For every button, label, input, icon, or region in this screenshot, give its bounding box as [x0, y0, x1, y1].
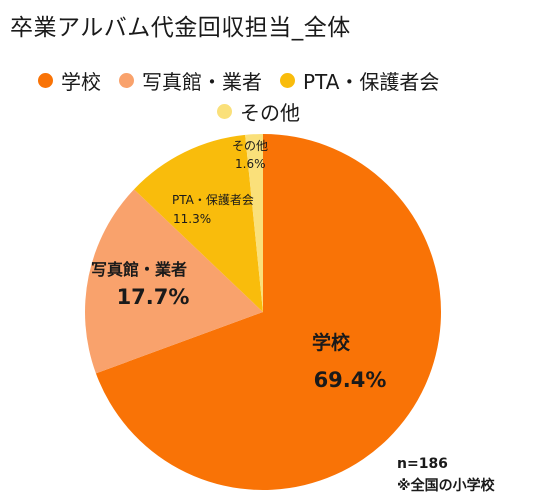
legend-label-other: その他 — [240, 101, 300, 125]
slice-value-pta: 11.3% — [173, 212, 211, 226]
slice-label-pta: PTA・保護者会 — [172, 192, 254, 207]
slice-labels: 学校 69.4% 写真館・業者 17.7% PTA・保護者会 11.3% その他… — [91, 139, 386, 392]
sample-size-note: n=186 — [397, 456, 448, 472]
chart-title: 卒業アルバム代金回収担当_全体 — [10, 15, 351, 41]
legend-label-pta: PTA・保護者会 — [303, 70, 440, 94]
legend-swatch-other — [217, 104, 232, 119]
legend-row-2: その他 — [217, 97, 318, 126]
legend-swatch-photo-studio — [119, 73, 134, 88]
slice-value-other: 1.6% — [235, 157, 266, 171]
legend-item-school: 学校 — [38, 66, 101, 95]
pie-slice-other — [245, 134, 263, 312]
pie-slice-pta — [134, 134, 263, 312]
slice-label-school: 学校 — [312, 331, 351, 354]
legend-swatch-pta — [280, 73, 295, 88]
legend-swatch-school — [38, 73, 53, 88]
pie-slice-photo-studio — [85, 189, 263, 374]
slice-value-photo-studio: 17.7% — [117, 285, 190, 309]
legend-item-other: その他 — [217, 97, 300, 126]
slice-label-photo-studio: 写真館・業者 — [91, 260, 187, 279]
slice-value-school: 69.4% — [314, 368, 387, 392]
legend-item-photo-studio: 写真館・業者 — [119, 66, 262, 95]
legend-row-1: 学校 写真館・業者 PTA・保護者会 — [38, 66, 457, 95]
legend-label-photo-studio: 写真館・業者 — [142, 70, 262, 94]
legend-label-school: 学校 — [61, 70, 101, 94]
scope-note: ※全国の小学校 — [397, 478, 495, 494]
legend-item-pta: PTA・保護者会 — [280, 66, 439, 95]
pie-slice-school — [95, 134, 442, 490]
pie-slices — [85, 134, 442, 490]
slice-label-other: その他 — [232, 139, 268, 153]
